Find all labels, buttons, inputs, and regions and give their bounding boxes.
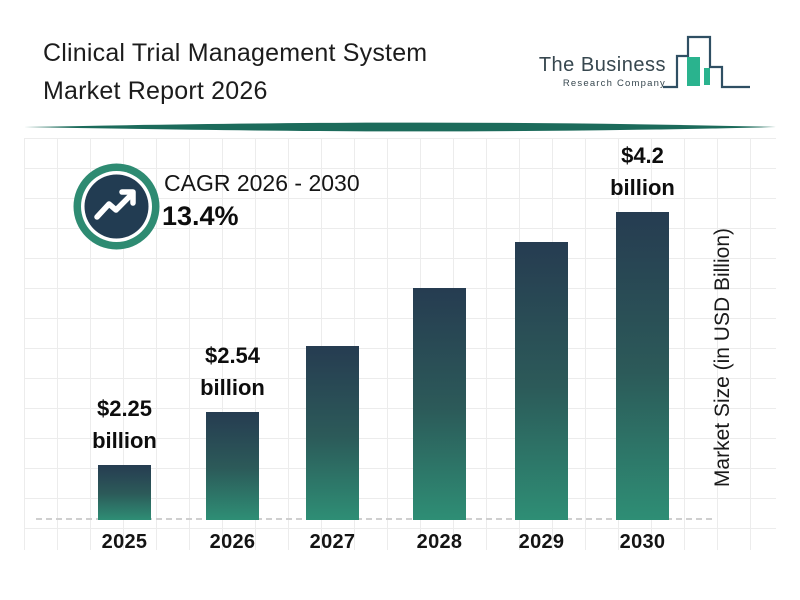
bar-skyline-logo-icon <box>663 35 750 89</box>
bar-2027 <box>306 346 359 520</box>
company-logo: The Business Research Company <box>539 30 766 110</box>
x-tick-2028: 2028 <box>416 531 463 553</box>
cagr-value: 13.4% <box>162 201 239 231</box>
page-title: Clinical Trial Management System Market … <box>43 34 543 110</box>
page-title-line1: Clinical Trial Management System <box>43 39 428 67</box>
bar-value-2030: $4.2 billion <box>610 143 675 200</box>
bar-2025 <box>98 465 151 520</box>
x-tick-2030: 2030 <box>619 531 666 553</box>
bar-value-2025: $2.25 billion <box>92 396 157 453</box>
x-tick-2026: 2026 <box>209 531 256 553</box>
x-tick-2029: 2029 <box>518 531 565 553</box>
company-name: The Business <box>538 54 666 76</box>
company-logo-text: The Business Research Company <box>539 54 666 89</box>
cagr-trend-icon <box>73 163 160 250</box>
x-axis-baseline <box>36 518 712 520</box>
bar-2029 <box>515 242 568 520</box>
x-tick-2027: 2027 <box>309 531 356 553</box>
x-tick-2025: 2025 <box>101 531 148 553</box>
bar-2028 <box>413 288 466 520</box>
bar-value-2026: $2.54 billion <box>200 343 265 400</box>
divider-swoosh <box>24 122 776 132</box>
company-subname: Research Company <box>562 78 666 89</box>
bar-2030 <box>616 212 669 520</box>
page-title-line2: Market Report 2026 <box>43 77 268 105</box>
cagr-period-label: CAGR 2026 - 2030 <box>164 170 360 196</box>
bar-2026 <box>206 412 259 520</box>
y-axis-label: Market Size (in USD Billion) <box>711 227 734 488</box>
